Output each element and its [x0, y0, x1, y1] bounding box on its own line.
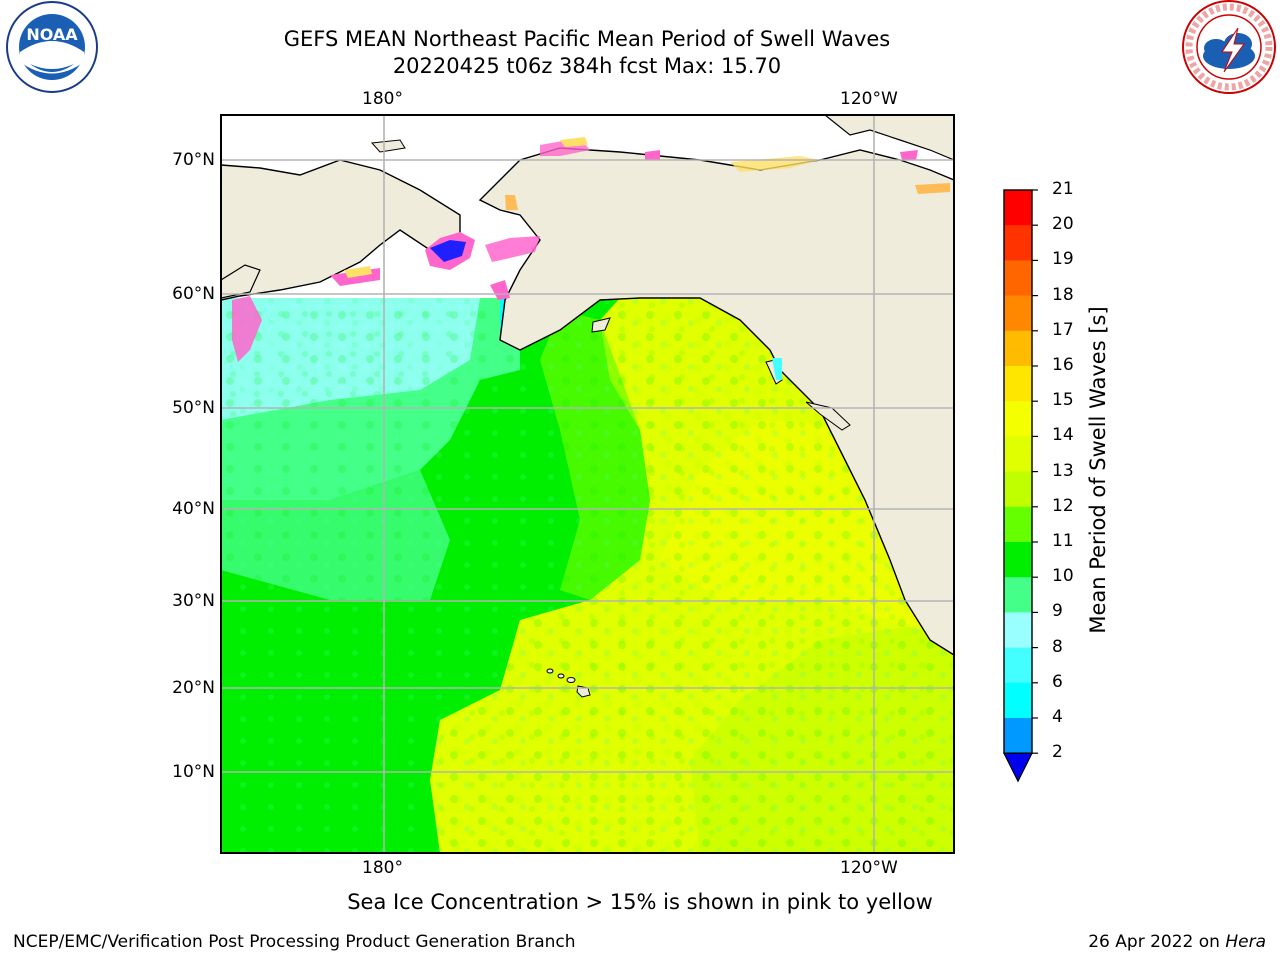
- footer-left: NCEP/EMC/Verification Post Processing Pr…: [13, 932, 576, 952]
- map-title: GEFS MEAN Northeast Pacific Mean Period …: [283, 27, 891, 51]
- colorbar-bin-4-6: [1004, 682, 1032, 719]
- map-gridlines: [221, 115, 954, 853]
- field-texture-c: [221, 298, 480, 420]
- colorbar-tick-label-19: 19: [1052, 249, 1074, 270]
- colorbar-bin-2-4: [1004, 718, 1032, 754]
- colorbar-tick-label-2: 2: [1052, 742, 1063, 763]
- colorbar-under-arrow: [1003, 752, 1033, 783]
- colorbar-tick-label-11: 11: [1052, 531, 1074, 551]
- colorbar-label: Mean Period of Swell Waves [s]: [1086, 306, 1110, 634]
- colorbar-tick-label-9: 9: [1052, 601, 1063, 622]
- map-field: [221, 115, 954, 853]
- map-subtitle: 20220425 t06z 384h fcst Max: 15.70: [392, 54, 782, 78]
- colorbar-tick-label-6: 6: [1052, 671, 1063, 692]
- colorbar-tick-label-14: 14: [1052, 425, 1074, 446]
- colorbar-bin-8-9: [1004, 612, 1032, 649]
- colorbar-bin-13-14: [1004, 436, 1032, 473]
- colorbar-bin-20-21: [1004, 190, 1032, 226]
- land-arctic-islands: [824, 115, 954, 161]
- land-vancouver-island: [805, 401, 851, 431]
- lon-label-bottom-120w: 120°W: [840, 858, 898, 878]
- colorbar-bin-16-17: [1004, 330, 1032, 367]
- footer-date: 26 Apr 2022 on: [1088, 932, 1226, 952]
- colorbar-tick-label-12: 12: [1052, 495, 1074, 516]
- lat-label-70n: 70°N: [172, 150, 215, 170]
- footer-right: 26 Apr 2022 on Hera: [1088, 932, 1266, 952]
- colorbar-bin-9-10: [1004, 577, 1032, 613]
- land-kamchatka: [221, 264, 261, 299]
- colorbar-bin-11-12: [1004, 506, 1032, 543]
- sea-ice-overlay: [232, 137, 950, 380]
- colorbar-tick-label-18: 18: [1052, 284, 1074, 305]
- lat-label-40n: 40°N: [172, 499, 215, 519]
- colorbar-tick-label-21: 21: [1052, 179, 1074, 199]
- noaa-logo: NOAA: [6, 1, 98, 93]
- colorbar-bin-19-20: [1004, 225, 1032, 261]
- colorbar-tick-label-16: 16: [1052, 355, 1074, 375]
- lat-label-30n: 30°N: [172, 591, 215, 611]
- colorbar-bin-17-18: [1004, 295, 1032, 332]
- footer-host: Hera: [1225, 932, 1266, 952]
- colorbar-tick-label-15: 15: [1052, 390, 1074, 411]
- lat-label-60n: 60°N: [172, 284, 215, 304]
- colorbar-bin-6-8: [1004, 647, 1032, 684]
- colorbar-tick-label-20: 20: [1052, 214, 1074, 235]
- lon-label-top-120w: 120°W: [840, 89, 898, 109]
- map-frame: [220, 114, 955, 854]
- colorbar-tick-label-10: 10: [1052, 566, 1074, 587]
- colorbar-bin-18-19: [1004, 260, 1032, 297]
- land-kodiak: [591, 317, 611, 333]
- noaa-logo-text: NOAA: [26, 25, 78, 44]
- colorbar-bin-14-15: [1004, 401, 1032, 437]
- colorbar-bin-15-16: [1004, 366, 1032, 402]
- lon-label-top-180: 180°: [362, 89, 403, 109]
- lat-label-50n: 50°N: [172, 398, 215, 418]
- sea-ice-note: Sea Ice Concentration > 15% is shown in …: [347, 890, 933, 914]
- colorbar: [1003, 189, 1038, 783]
- lat-label-10n: 10°N: [172, 762, 215, 782]
- colorbar-tick-label-17: 17: [1052, 319, 1074, 340]
- colorbar-tick-label-4: 4: [1052, 707, 1063, 727]
- lat-label-20n: 20°N: [172, 678, 215, 698]
- colorbar-bin-12-13: [1004, 471, 1032, 508]
- nws-logo: [1182, 0, 1276, 94]
- lon-label-bottom-180: 180°: [362, 858, 403, 878]
- field-texture-b: [430, 298, 954, 853]
- colorbar-tick-label-13: 13: [1052, 460, 1074, 481]
- colorbar-tick-label-8: 8: [1052, 636, 1063, 657]
- colorbar-bin-10-11: [1004, 542, 1032, 578]
- land-wrangel-island: [370, 139, 406, 153]
